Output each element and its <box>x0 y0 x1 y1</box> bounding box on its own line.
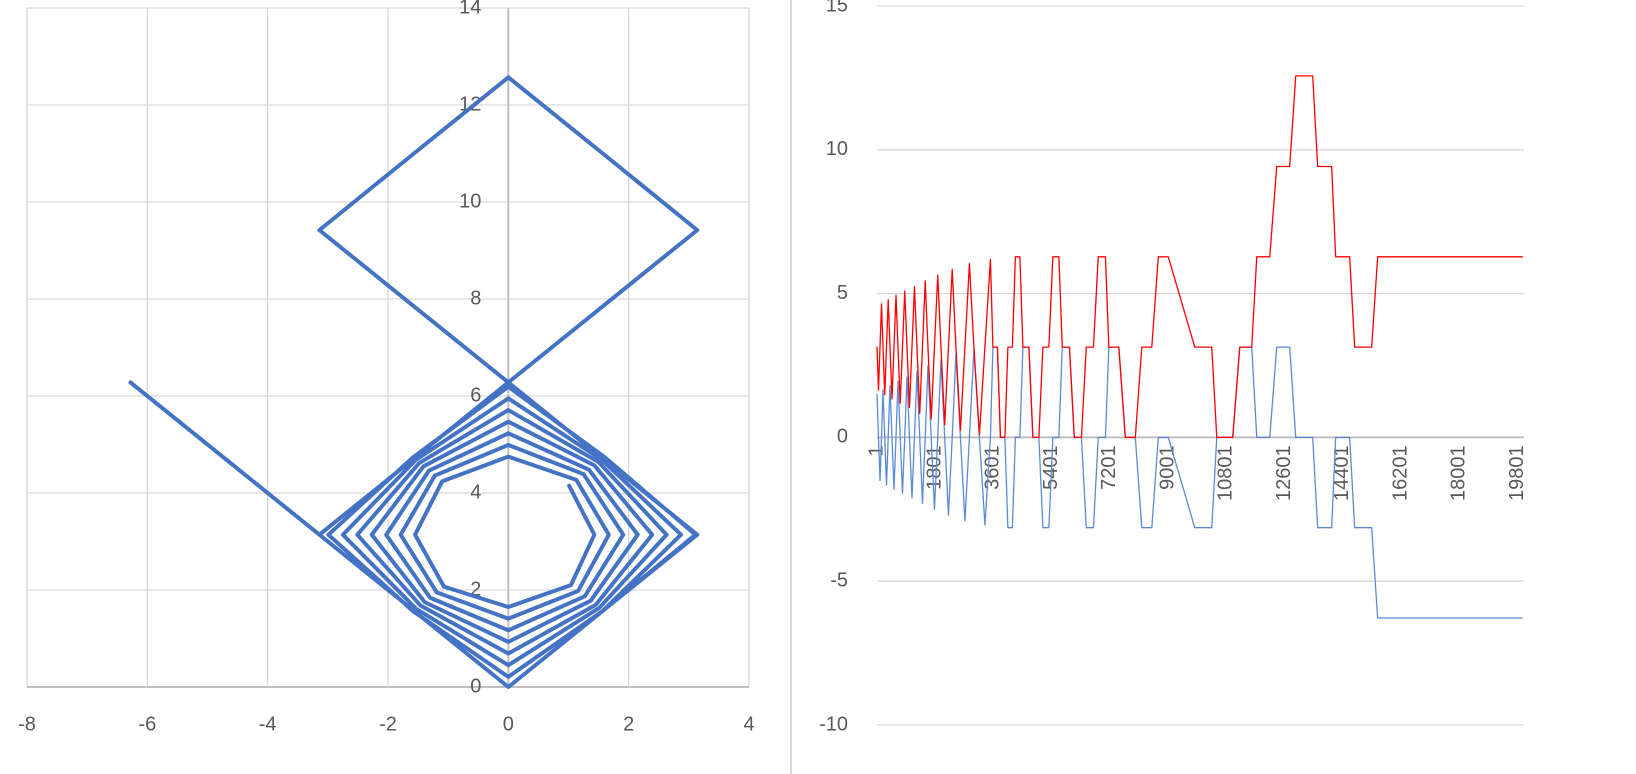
y-tick-label: 12 <box>459 93 481 115</box>
x-tick-label: 9001 <box>1156 445 1178 490</box>
x-tick-label: 14401 <box>1331 445 1353 501</box>
y-tick-label: 0 <box>470 675 481 697</box>
y-tick-label: 15 <box>826 0 848 16</box>
x-tick-label: 2 <box>623 713 634 735</box>
x-tick-label: -4 <box>259 713 277 735</box>
x-tick-label: -8 <box>18 713 36 735</box>
x-tick-label: 19801 <box>1506 445 1528 501</box>
scatter-trace <box>128 75 700 689</box>
y-tick-label: 2 <box>470 578 481 600</box>
x-tick-label: 10801 <box>1215 445 1237 501</box>
y-tick-label: 8 <box>470 287 481 309</box>
x-tick-label: 0 <box>503 713 514 735</box>
x-tick-label: 1801 <box>924 445 946 490</box>
y-tick-label: 6 <box>470 384 481 406</box>
x-tick-label: 1 <box>865 445 887 456</box>
y-tick-label: -10 <box>819 713 848 735</box>
y-tick-label: 4 <box>470 481 481 503</box>
y-tick-label: 10 <box>459 190 481 212</box>
y-tick-label: 10 <box>826 138 848 160</box>
data-line <box>876 75 1523 439</box>
x-tick-label: 16201 <box>1389 445 1411 501</box>
y-tick-label: 0 <box>837 426 848 448</box>
x-tick-label: -2 <box>379 713 397 735</box>
x-tick-label: -6 <box>138 713 156 735</box>
x-tick-label: 3601 <box>982 445 1004 490</box>
y-tick-label: 14 <box>459 0 481 18</box>
y-tick-label: -5 <box>830 569 848 591</box>
x-tick-label: 4 <box>743 713 754 735</box>
y-tick-label: 5 <box>837 282 848 304</box>
x-tick-label: 7201 <box>1098 445 1120 490</box>
x-tick-label: 18001 <box>1448 445 1470 501</box>
x-tick-label: 12601 <box>1273 445 1295 501</box>
